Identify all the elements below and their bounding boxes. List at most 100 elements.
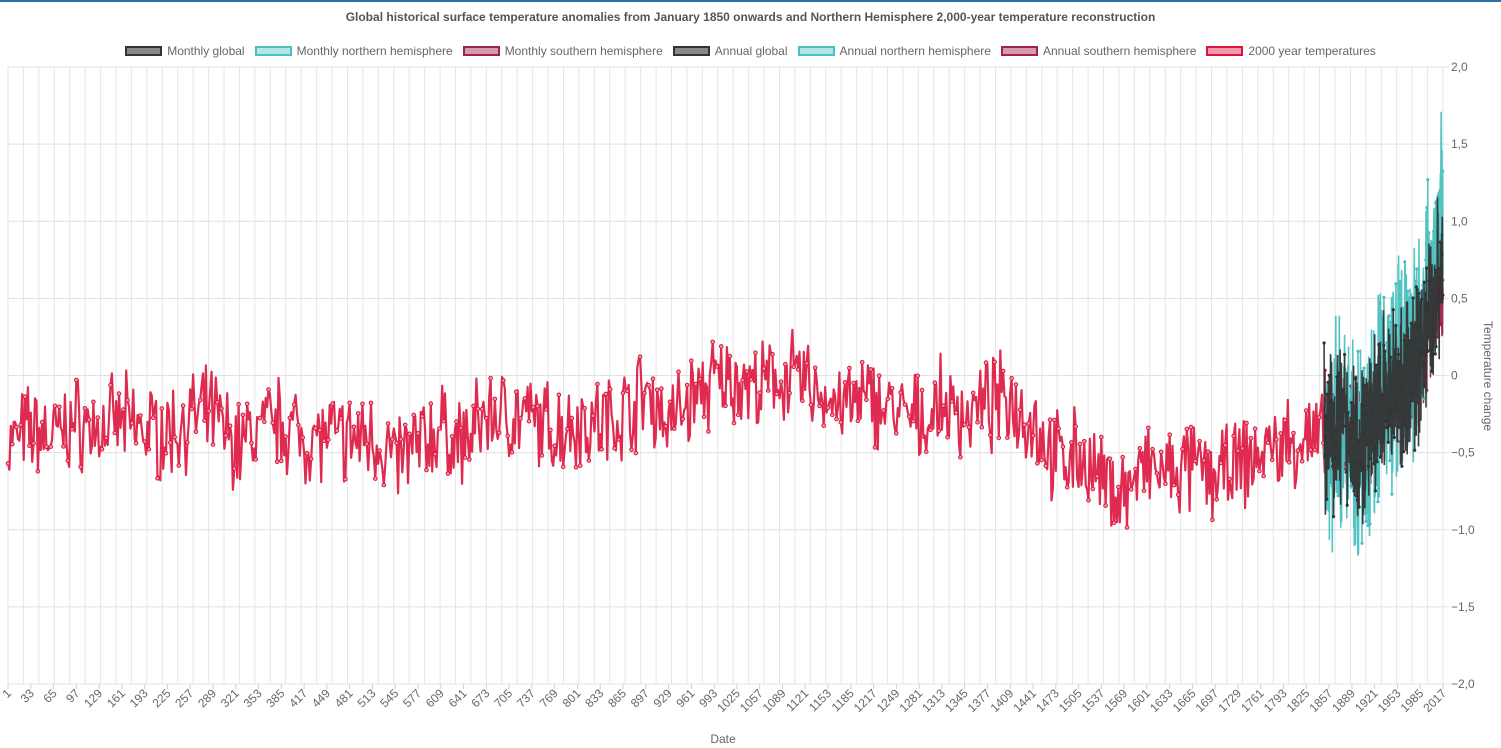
point-2000-year xyxy=(509,449,515,455)
legend-item[interactable]: Annual southern hemisphere xyxy=(1000,44,1196,58)
legend-item[interactable]: Monthly global xyxy=(125,44,245,58)
point-2000-year xyxy=(377,448,382,453)
point-monthly-global xyxy=(1406,425,1410,429)
x-tick-label: 1 xyxy=(0,686,14,701)
point-monthly-global xyxy=(1343,424,1348,428)
point-2000-year xyxy=(1184,426,1190,432)
point-monthly-northern xyxy=(1387,314,1391,318)
point-monthly-global xyxy=(1329,417,1333,421)
x-tick-label: 1313 xyxy=(919,686,948,715)
point-2000-year xyxy=(590,413,596,419)
point-monthly-global xyxy=(1332,440,1336,444)
point-2000-year xyxy=(189,406,194,412)
y-axis-ticks: 2,0 1,5 1,0 0,5 0 −0,5 −1,0 −1,5 −2,0 xyxy=(1451,60,1475,691)
x-tick-label: 417 xyxy=(286,686,310,710)
point-2000-year xyxy=(684,382,690,388)
point-monthly-global xyxy=(1347,451,1351,455)
point-2000-year xyxy=(467,457,472,462)
point-2000-year xyxy=(492,396,498,402)
point-2000-year xyxy=(1000,368,1006,374)
point-2000-year xyxy=(543,407,549,412)
point-2000-year xyxy=(484,415,489,421)
point-2000-year xyxy=(757,390,763,395)
point-2000-year xyxy=(953,410,959,415)
legend-label: 2000 year temperatures xyxy=(1248,44,1376,58)
point-2000-year xyxy=(727,353,733,359)
point-2000-year xyxy=(364,441,370,447)
legend-item[interactable]: Annual global xyxy=(672,44,788,58)
point-monthly-global xyxy=(1330,435,1334,439)
point-2000-year xyxy=(338,416,344,421)
point-2000-year xyxy=(531,404,536,410)
point-monthly-northern xyxy=(1424,258,1428,262)
point-monthly-northern xyxy=(1441,169,1445,173)
point-2000-year xyxy=(159,406,165,411)
point-2000-year xyxy=(1231,433,1236,439)
point-2000-year xyxy=(1274,437,1279,442)
point-2000-year xyxy=(697,377,703,382)
point-monthly-global xyxy=(1430,369,1434,373)
point-2000-year xyxy=(548,427,553,433)
legend-item[interactable]: Monthly northern hemisphere xyxy=(254,44,453,58)
point-monthly-global xyxy=(1366,443,1370,447)
point-2000-year xyxy=(663,423,669,429)
x-tick-label: 1441 xyxy=(1010,686,1039,715)
point-monthly-global xyxy=(1346,410,1350,414)
point-monthly-northern xyxy=(1360,541,1364,545)
point-2000-year xyxy=(607,386,613,392)
point-monthly-northern xyxy=(1388,459,1392,463)
point-2000-year xyxy=(445,471,451,476)
point-monthly-global xyxy=(1350,428,1354,432)
point-2000-year xyxy=(78,464,83,470)
point-2000-year xyxy=(787,390,792,396)
point-2000-year xyxy=(488,375,493,381)
point-monthly-global xyxy=(1396,352,1400,356)
point-monthly-global xyxy=(1338,393,1342,397)
point-monthly-northern xyxy=(1427,231,1431,235)
point-2000-year xyxy=(215,400,220,405)
point-2000-year xyxy=(334,428,340,433)
point-2000-year xyxy=(1193,458,1198,464)
legend-item[interactable]: Monthly southern hemisphere xyxy=(462,44,663,58)
point-2000-year xyxy=(983,360,989,365)
point-monthly-global xyxy=(1423,303,1427,307)
y-tick-label: −1,5 xyxy=(1451,600,1475,614)
point-monthly-global xyxy=(1323,436,1327,440)
point-2000-year xyxy=(1269,457,1275,463)
point-monthly-global xyxy=(1328,400,1332,405)
point-2000-year xyxy=(919,387,925,393)
x-tick-label: 769 xyxy=(537,686,561,710)
point-2000-year xyxy=(206,408,211,414)
point-monthly-global xyxy=(1345,503,1349,507)
point-2000-year xyxy=(539,453,545,458)
point-2000-year xyxy=(1073,424,1078,429)
legend-item[interactable]: Annual northern hemisphere xyxy=(797,44,991,58)
point-2000-year xyxy=(1197,438,1202,444)
point-2000-year xyxy=(475,406,481,412)
point-monthly-global xyxy=(1384,426,1389,430)
point-2000-year xyxy=(1128,487,1134,492)
point-2000-year xyxy=(714,364,720,369)
point-2000-year xyxy=(800,398,805,404)
point-monthly-global xyxy=(1380,406,1384,410)
point-monthly-northern xyxy=(1425,205,1429,210)
point-2000-year xyxy=(1107,456,1113,462)
point-2000-year xyxy=(1141,488,1147,494)
legend-item[interactable]: 2000 year temperatures xyxy=(1206,44,1376,58)
point-monthly-northern xyxy=(1394,282,1398,286)
point-2000-year xyxy=(505,433,511,439)
point-monthly-global xyxy=(1428,348,1432,352)
point-2000-year xyxy=(176,463,182,468)
legend-swatch xyxy=(1206,46,1244,56)
point-2000-year xyxy=(74,377,79,383)
point-monthly-northern xyxy=(1403,260,1407,264)
point-2000-year xyxy=(830,412,835,418)
point-2000-year xyxy=(1154,471,1160,476)
point-monthly-northern xyxy=(1365,510,1369,514)
x-tick-label: 705 xyxy=(491,686,515,710)
point-2000-year xyxy=(86,417,92,423)
x-tick-label: 2017 xyxy=(1420,686,1449,715)
point-2000-year xyxy=(970,390,976,396)
point-2000-year xyxy=(18,422,24,428)
x-tick-label: 1121 xyxy=(783,686,811,714)
